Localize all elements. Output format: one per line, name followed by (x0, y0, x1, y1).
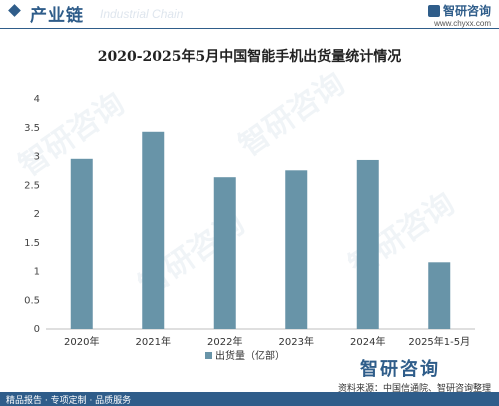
x-tick-label: 2021年 (136, 335, 171, 348)
y-tick-label: 1.5 (24, 238, 40, 249)
header-watermark: Industrial Chain (100, 7, 184, 21)
logo-icon (427, 5, 440, 17)
y-tick-label: 2 (34, 209, 40, 220)
y-tick-label: 3 (34, 152, 40, 163)
y-tick-label: 0 (34, 324, 40, 335)
header-bar: 产业链 Industrial Chain 智研咨询 www.chyxx.com (0, 0, 499, 29)
x-tick-label: 2023年 (279, 335, 314, 348)
label-layer: 0 0.5 1 1.5 2 2.5 3 3.5 4 2020年 2021年 2022年 2023年 202… (24, 94, 470, 348)
chart-title: 2020-2025年5月中国智能手机出货量统计情况 (97, 49, 402, 65)
bar (356, 159, 379, 329)
y-tick-label: 0.5 (24, 295, 40, 306)
bar (142, 131, 165, 329)
y-tick-label: 3.5 (24, 123, 40, 134)
x-tick-label: 2025年1-5月 (408, 335, 470, 348)
x-tick-label: 2020年 (64, 335, 99, 348)
legend-label: 出货量（亿部） (215, 349, 285, 362)
bar-layer (70, 131, 451, 329)
brand-url: www.chyxx.com (434, 19, 491, 28)
source-note: 资料来源：中国信通院、智研咨询整理 (337, 384, 491, 394)
legend: 出货量（亿部） (205, 349, 285, 362)
x-tick-label: 2022年 (207, 335, 242, 348)
bar (285, 170, 308, 329)
section-title: 产业链 (30, 6, 84, 26)
x-tick-label: 2024年 (350, 335, 385, 348)
y-tick-label: 1 (34, 267, 40, 278)
legend-swatch (205, 352, 212, 359)
bar (213, 177, 236, 329)
brand-block: 智研咨询 www.chyxx.com (427, 2, 491, 28)
bar (70, 158, 93, 329)
footer-bar: 精品报告 · 专项定制 · 品质服务 (0, 392, 499, 406)
y-tick-label: 4 (34, 94, 40, 105)
brand-name: 智研咨询 (427, 2, 491, 19)
y-tick-label: 2.5 (24, 180, 40, 191)
bar (428, 262, 451, 329)
footer-slogan: 精品报告 · 专项定制 · 品质服务 (6, 396, 132, 406)
brand-watermark: 智研咨询 (360, 359, 440, 380)
